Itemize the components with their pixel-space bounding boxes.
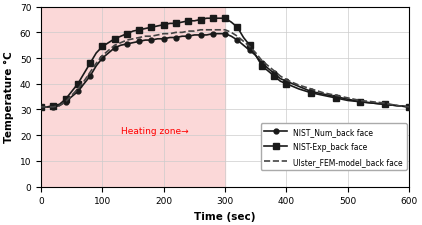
NIST_Num_back face <box>247 50 252 52</box>
Ulster_FEM-model_back face <box>106 50 111 52</box>
Ulster_FEM-model_back face <box>198 29 203 32</box>
NIST_Num_back face <box>395 105 400 108</box>
Ulster_FEM-model_back face <box>247 46 252 49</box>
NIST-Exp_back face <box>265 70 271 73</box>
NIST-Exp_back face <box>395 105 400 108</box>
NIST-Exp_back face <box>106 42 111 45</box>
NIST_Num_back face <box>106 52 111 55</box>
Text: Heating zone→: Heating zone→ <box>121 126 188 135</box>
NIST-Exp_back face <box>407 106 412 109</box>
NIST-Exp_back face <box>130 31 135 33</box>
X-axis label: Time (sec): Time (sec) <box>195 211 256 221</box>
NIST_Num_back face <box>38 106 43 109</box>
Line: NIST_Num_back face: NIST_Num_back face <box>38 32 411 110</box>
Line: Ulster_FEM-model_back face: Ulster_FEM-model_back face <box>41 31 409 107</box>
NIST_Num_back face <box>130 42 135 45</box>
Ulster_FEM-model_back face <box>407 106 412 109</box>
NIST-Exp_back face <box>204 18 209 20</box>
NIST-Exp_back face <box>38 106 43 109</box>
Line: NIST-Exp_back face: NIST-Exp_back face <box>38 16 412 110</box>
NIST-Exp_back face <box>247 45 252 47</box>
Ulster_FEM-model_back face <box>38 106 43 109</box>
NIST_Num_back face <box>210 33 215 36</box>
NIST_Num_back face <box>137 41 142 43</box>
Ulster_FEM-model_back face <box>395 105 400 108</box>
Ulster_FEM-model_back face <box>265 65 271 68</box>
NIST_Num_back face <box>265 68 271 70</box>
Legend: NIST_Num_back face, NIST-Exp_back face, Ulster_FEM-model_back face: NIST_Num_back face, NIST-Exp_back face, … <box>261 124 407 170</box>
Y-axis label: Temperature °C: Temperature °C <box>4 52 14 143</box>
Ulster_FEM-model_back face <box>130 38 135 41</box>
Ulster_FEM-model_back face <box>137 37 142 40</box>
Bar <box>41 8 225 187</box>
NIST_Num_back face <box>407 106 412 109</box>
NIST-Exp_back face <box>137 29 142 32</box>
